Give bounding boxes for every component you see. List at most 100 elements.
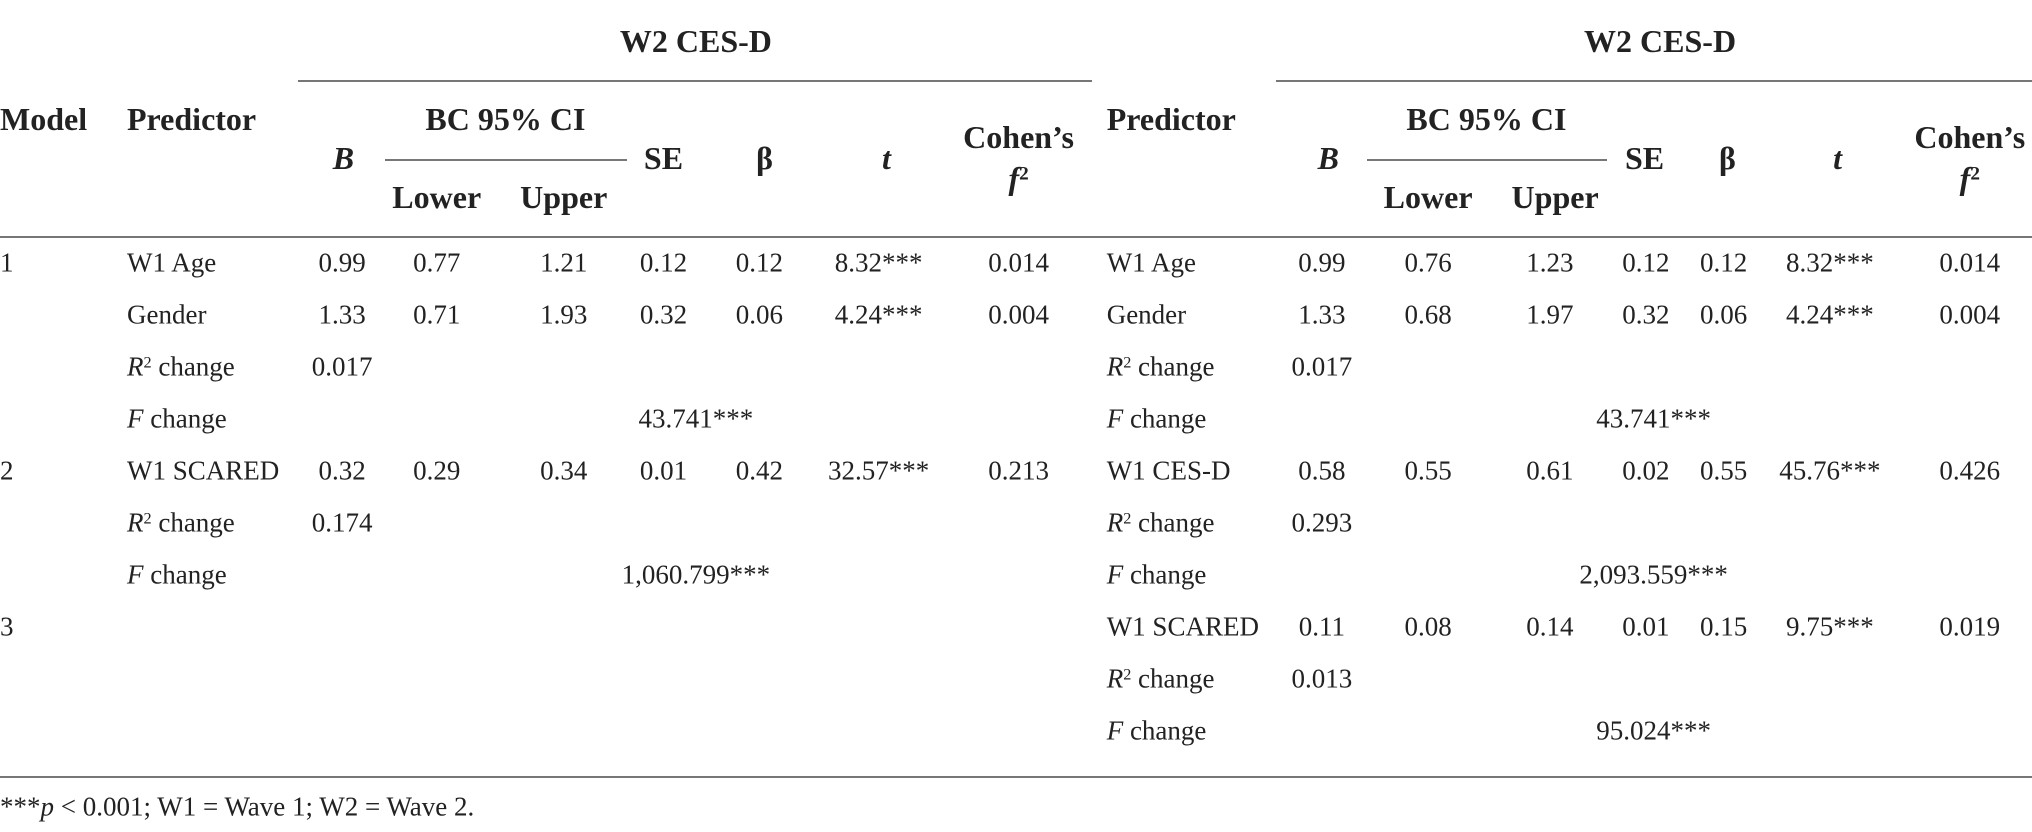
cell-beta: 0.55 [1699, 455, 1748, 486]
header-se: SE [1624, 140, 1665, 177]
cell-f2: 0.014 [1939, 247, 2001, 278]
predictor: R2 change [1107, 509, 1215, 536]
italic-symbol: F [1106, 403, 1124, 434]
group-title: W2 CES-D [619, 23, 772, 60]
cell-beta: 0.12 [735, 247, 784, 278]
italic-symbol: f [1008, 159, 1020, 196]
cell-beta: 0.42 [735, 455, 784, 486]
cell-upper: 0.34 [540, 455, 588, 486]
cell-f2: 0.004 [988, 299, 1049, 330]
cell-lower: 0.71 [413, 299, 461, 330]
cell-upper: 1.97 [1526, 299, 1574, 330]
cell-f2: 0.014 [988, 247, 1049, 278]
predictor: W1 SCARED [127, 455, 280, 486]
predictor: R2 change [127, 351, 235, 382]
cell-b: 0.58 [1298, 455, 1346, 486]
superscript: 2 [1123, 353, 1132, 372]
superscript: 2 [1123, 665, 1132, 684]
cell-b: 0.11 [1298, 611, 1345, 642]
cell-upper: 0.14 [1526, 611, 1574, 642]
cell-se: 0.02 [1622, 455, 1670, 486]
cell-se: 0.32 [639, 299, 688, 330]
cell-beta: 0.06 [1699, 299, 1748, 330]
rule-line [384, 159, 628, 162]
predictor: R2 change [1107, 665, 1215, 692]
header-b: B [1317, 140, 1339, 177]
italic-symbol: R [1106, 507, 1124, 538]
cell-f2: 0.213 [988, 455, 1049, 486]
cell-f-value: 1,060.799*** [621, 559, 771, 590]
header-se: SE [643, 140, 684, 177]
cell-b: 0.017 [1291, 351, 1353, 382]
rule-line [298, 80, 1093, 83]
cell-se: 0.12 [639, 247, 688, 278]
header-b: B [332, 140, 355, 177]
text: change [1131, 663, 1215, 694]
predictor: F change [1107, 405, 1207, 432]
cell-se: 0.01 [1622, 611, 1670, 642]
superscript: 2 [1019, 162, 1029, 184]
rule-line [0, 235, 2032, 238]
italic-symbol: p [40, 791, 55, 822]
cell-lower: 0.76 [1404, 247, 1452, 278]
superscript: 2 [1123, 509, 1132, 528]
cell-beta: 0.15 [1699, 611, 1748, 642]
cell-f2: 0.426 [1939, 455, 2001, 486]
rule-line [1367, 159, 1607, 162]
predictor: F change [1107, 561, 1207, 588]
text: change [143, 559, 227, 590]
cell-f-value: 2,093.559*** [1579, 559, 1728, 590]
italic-symbol: R [127, 351, 144, 382]
prefix: *** [0, 791, 41, 822]
rule-line [0, 776, 2032, 779]
cell-lower: 0.29 [413, 455, 461, 486]
cell-b: 1.33 [1298, 299, 1346, 330]
italic-symbol: R [1106, 663, 1124, 694]
cell-lower: 0.77 [413, 247, 461, 278]
header-beta: β [1719, 140, 1736, 177]
predictor: Gender [1106, 299, 1187, 330]
text: change [151, 507, 235, 538]
header-lower: Lower [1383, 178, 1473, 215]
header-lower: Lower [392, 178, 482, 215]
cell-se: 0.01 [639, 455, 688, 486]
predictor: W1 CES-D [1106, 455, 1231, 486]
header-beta: β [756, 140, 774, 177]
cell-t: 8.32*** [834, 247, 923, 278]
cell-beta: 0.12 [1699, 247, 1748, 278]
header-model: Model [0, 101, 88, 138]
italic-symbol: F [1106, 559, 1124, 590]
text: change [1123, 559, 1207, 590]
cell-b: 0.013 [1291, 663, 1353, 694]
header-upper: Upper [1511, 178, 1599, 215]
header-cohen: Cohen’s [963, 119, 1074, 156]
predictor: W1 SCARED [1106, 611, 1259, 642]
cell-t: 45.76*** [1779, 455, 1881, 486]
rule-line [1276, 80, 2032, 83]
predictor: F change [127, 561, 227, 588]
header-t: t [881, 140, 891, 177]
cell-lower: 0.08 [1404, 611, 1452, 642]
model-number: 3 [0, 611, 14, 642]
predictor: R2 change [127, 509, 235, 536]
cell-b: 0.293 [1291, 507, 1353, 538]
cell-f-value: 43.741*** [1596, 403, 1711, 434]
text: change [1123, 403, 1207, 434]
cell-b: 0.174 [311, 507, 373, 538]
predictor: F change [1107, 717, 1207, 744]
header-f2: f2 [1008, 162, 1028, 194]
cell-upper: 1.23 [1526, 247, 1574, 278]
text: change [1131, 507, 1215, 538]
text: < 0.001; W1 = Wave 1; W2 = Wave 2. [54, 791, 475, 822]
text: change [1131, 351, 1215, 382]
predictor: F change [127, 405, 227, 432]
cell-t: 8.32*** [1785, 247, 1874, 278]
model-number: 2 [0, 455, 14, 486]
text: change [143, 403, 227, 434]
predictor: W1 Age [1106, 247, 1196, 278]
italic-symbol: R [127, 507, 144, 538]
cell-f-value: 43.741*** [638, 403, 754, 434]
footnote: ***p < 0.001; W1 = Wave 1; W2 = Wave 2. [0, 791, 475, 822]
model-number: 1 [0, 247, 14, 278]
